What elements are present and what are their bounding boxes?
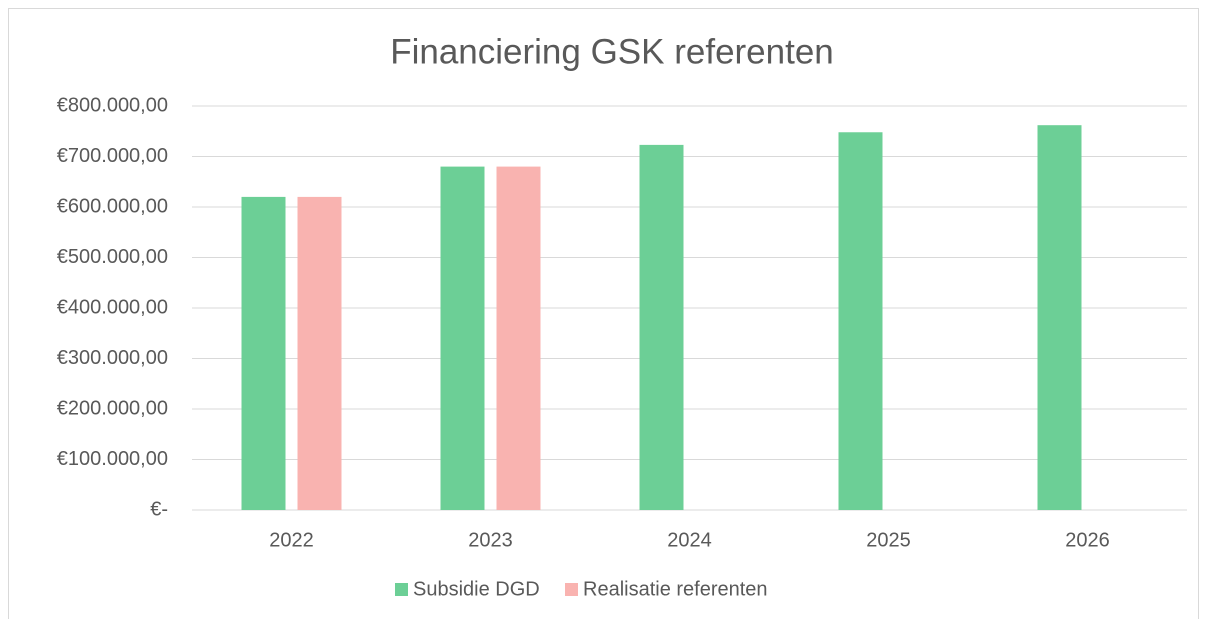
legend-swatch [395, 583, 408, 596]
bar [838, 132, 883, 510]
x-tick-label: 2022 [269, 529, 314, 551]
bar [1037, 125, 1082, 510]
legend-swatch [565, 583, 578, 596]
y-tick-label: €700.000,00 [57, 145, 168, 167]
bar [639, 144, 684, 510]
x-tick-label: 2024 [667, 529, 712, 551]
y-tick-label: €600.000,00 [57, 195, 168, 217]
legend-label: Subsidie DGD [413, 578, 540, 600]
y-tick-label: €- [150, 498, 168, 520]
y-tick-label: €500.000,00 [57, 246, 168, 268]
legend-label: Realisatie referenten [583, 578, 768, 600]
bar [440, 166, 485, 510]
y-tick-label: €400.000,00 [57, 296, 168, 318]
bar [297, 196, 342, 510]
bar [496, 166, 541, 510]
x-tick-label: 2025 [866, 529, 911, 551]
x-tick-label: 2023 [468, 529, 513, 551]
chart-title: Financiering GSK referenten [390, 32, 834, 71]
chart-frame [8, 8, 1199, 619]
bar [241, 196, 286, 510]
y-tick-label: €300.000,00 [57, 347, 168, 369]
y-tick-label: €100.000,00 [57, 448, 168, 470]
y-tick-label: €800.000,00 [57, 94, 168, 116]
y-tick-label: €200.000,00 [57, 397, 168, 419]
x-tick-label: 2026 [1065, 529, 1110, 551]
